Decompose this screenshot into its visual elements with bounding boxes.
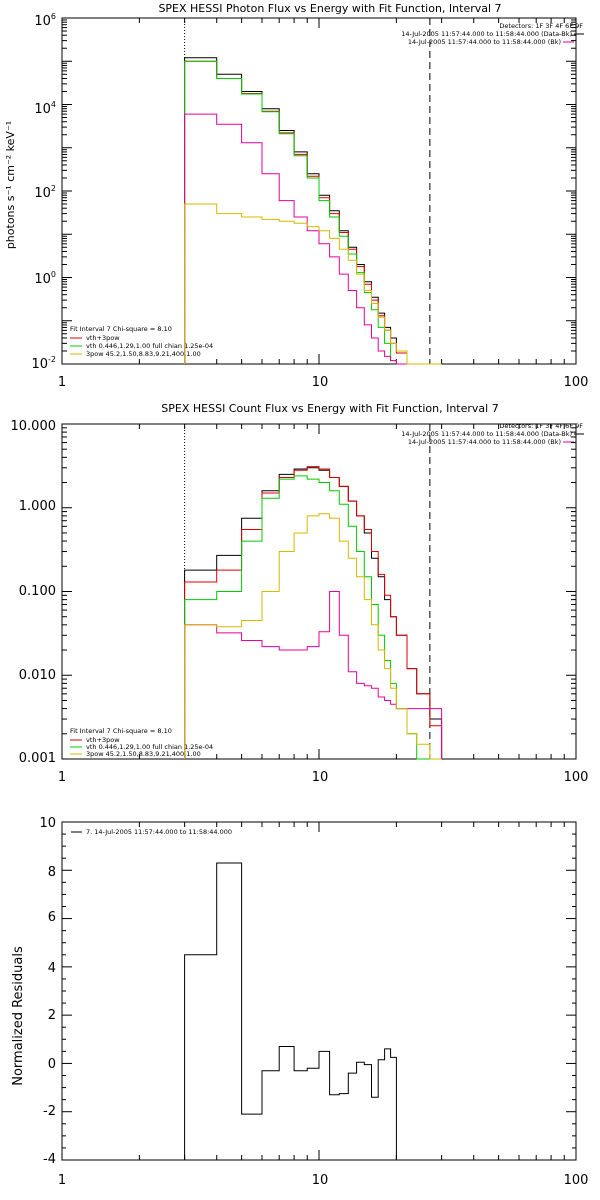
y-tick-label: 0.100 (19, 584, 56, 599)
x-tick-label: 1 (58, 375, 66, 390)
y-tick-label: 8 (48, 865, 56, 880)
fit-legend-title: Fit Interval 7 Chi-square = 8.10 (70, 727, 172, 735)
y-tick-label: 10 (39, 816, 56, 831)
legend-entry: 3pow 45.2,1.50,8.83,9.21,400,1.00 (86, 350, 201, 358)
series-step-line (184, 60, 442, 365)
bk-interval-label: 14-Jul-2005 11:57:44.000 to 11:58:44.000… (408, 38, 561, 46)
legend-entry: 3pow 45.2,1.50,8.83,9.21,400,1.00 (86, 750, 201, 758)
y-tick-label: 102 (34, 184, 56, 201)
x-tick-label: 1 (58, 770, 66, 785)
y-tick-label: 104 (34, 100, 56, 117)
y-tick-label: 10-2 (31, 355, 56, 372)
photon-flux-chart: SPEX HESSI Photon Flux vs Energy with Fi… (4, 2, 588, 390)
series-step-line (184, 513, 442, 760)
y-axis-label: photons s⁻¹ cm⁻² keV⁻¹ (4, 121, 17, 249)
x-tick-label: 100 (564, 770, 589, 785)
count-flux-chart: SPEX HESSI Count Flux vs Energy with Fit… (11, 402, 589, 785)
x-tick-label: 1 (58, 1173, 66, 1188)
y-tick-label: -4 (43, 1152, 56, 1167)
legend-entry: vth+3pow (86, 334, 120, 342)
y-tick-label: 100 (34, 270, 56, 287)
y-tick-label: 10.000 (11, 419, 57, 434)
x-tick-label: 100 (564, 375, 589, 390)
y-tick-label: 1.000 (19, 499, 56, 514)
legend-entry: vth+3pow (86, 736, 120, 744)
fit-legend-title: Fit Interval 7 Chi-square = 8.10 (70, 325, 172, 333)
y-tick-label: 0.001 (19, 751, 56, 766)
data-interval-label: 14-Jul-2005 11:57:44.000 to 11:58:44.000… (401, 430, 572, 438)
detectors-label: Detectors: 1F 3F 4F 6F 9F (499, 422, 583, 430)
y-tick-label: 0 (48, 1057, 56, 1072)
legend-entry: vth 0.446,1.29,1.00 full chian 1.25e-04 (86, 743, 213, 751)
y-tick-label: 0.010 (19, 668, 56, 683)
y-tick-label: 106 (34, 12, 56, 29)
y-tick-label: -2 (43, 1104, 56, 1119)
chart-title: SPEX HESSI Count Flux vs Energy with Fit… (161, 402, 498, 415)
x-tick-label: 100 (564, 1173, 589, 1188)
x-tick-label: 10 (312, 1173, 329, 1188)
y-tick-label: 2 (48, 1008, 56, 1023)
series-step-line (184, 862, 397, 1160)
series-step-line (184, 203, 442, 365)
x-tick-label: 10 (312, 770, 329, 785)
detectors-label: Detectors: 1F 3F 4F 6F 9F (499, 22, 583, 30)
y-axis-label: Normalized Residuals (11, 946, 26, 1086)
series-step-line (184, 475, 442, 760)
y-tick-label: 6 (48, 910, 56, 925)
legend-entry: vth 0.446,1.29,1.00 full chian 1.25e-04 (86, 342, 213, 350)
legend-entry: 7. 14-Jul-2005 11:57:44.000 to 11:58:44.… (86, 828, 232, 836)
series-step-line (184, 591, 443, 759)
series-step-line (184, 113, 442, 365)
x-tick-label: 10 (312, 375, 329, 390)
data-interval-label: 14-Jul-2005 11:57:44.000 to 11:58:44.000… (401, 30, 572, 38)
residuals-chart: Normalized Residuals 10 8 6 4 2 0 -2 -4 … (11, 816, 588, 1188)
bk-interval-label: 14-Jul-2005 11:57:44.000 to 11:58:44.000… (408, 438, 561, 446)
y-tick-label: 4 (48, 961, 56, 976)
chart-title: SPEX HESSI Photon Flux vs Energy with Fi… (158, 2, 501, 15)
series-step-line (184, 466, 443, 759)
plot-layer (61, 17, 577, 1161)
